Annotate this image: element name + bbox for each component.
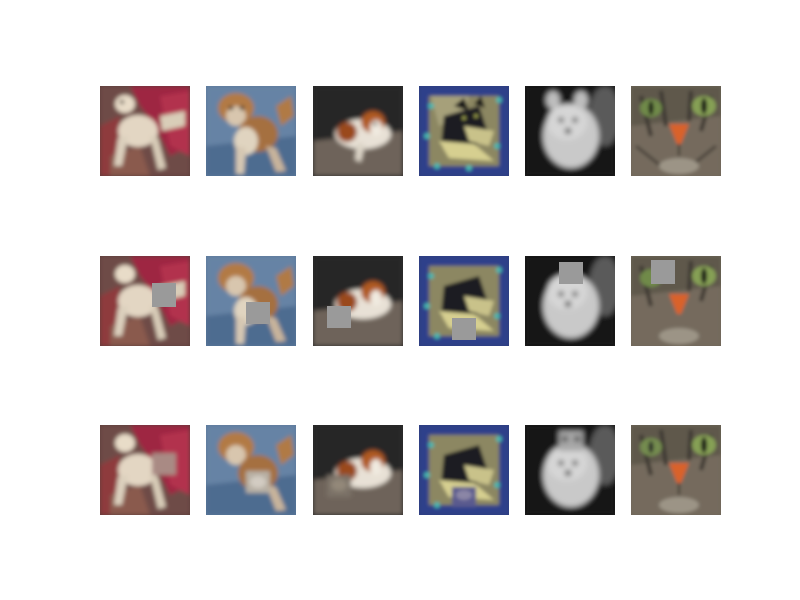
white-pomeranian-image bbox=[525, 86, 615, 176]
occlusion-patch bbox=[452, 318, 476, 340]
papillon-dark-occluded-image bbox=[313, 256, 403, 346]
tile-r3-c3 bbox=[313, 425, 403, 515]
black-cat-blue-frame-inpainted-image bbox=[419, 425, 509, 515]
tile-r2-c3 bbox=[313, 256, 403, 346]
chihuahua-blue-blanket-inpainted-image bbox=[206, 425, 296, 515]
tile-r2-c2 bbox=[206, 256, 296, 346]
tile-r1-c1 bbox=[100, 86, 190, 176]
white-pomeranian-inpainted-image bbox=[525, 425, 615, 515]
tabby-cat-closeup-image bbox=[631, 86, 721, 176]
chihuahua-red-chair-inpainted-image bbox=[100, 425, 190, 515]
papillon-dark-image bbox=[313, 86, 403, 176]
tile-r1-c3 bbox=[313, 86, 403, 176]
tile-r1-c6 bbox=[631, 86, 721, 176]
tile-r2-c5 bbox=[525, 256, 615, 346]
tile-r1-c5 bbox=[525, 86, 615, 176]
occlusion-patch bbox=[327, 306, 351, 328]
occlusion-patch bbox=[246, 302, 270, 324]
tile-r1-c4 bbox=[419, 86, 509, 176]
chihuahua-red-chair-occluded-image bbox=[100, 256, 190, 346]
chihuahua-blue-blanket-occluded-image bbox=[206, 256, 296, 346]
black-cat-blue-frame-image bbox=[419, 86, 509, 176]
tabby-cat-closeup-occluded-image bbox=[631, 256, 721, 346]
tile-r3-c5 bbox=[525, 425, 615, 515]
papillon-dark-inpainted-image bbox=[313, 425, 403, 515]
chihuahua-red-chair-image bbox=[100, 86, 190, 176]
occlusion-patch bbox=[559, 262, 583, 284]
tile-r3-c4 bbox=[419, 425, 509, 515]
tabby-cat-closeup-inpainted-image bbox=[631, 425, 721, 515]
black-cat-blue-frame-occluded-image bbox=[419, 256, 509, 346]
tile-r2-c6 bbox=[631, 256, 721, 346]
tile-r3-c2 bbox=[206, 425, 296, 515]
white-pomeranian-occluded-image bbox=[525, 256, 615, 346]
chihuahua-blue-blanket-image bbox=[206, 86, 296, 176]
tile-r1-c2 bbox=[206, 86, 296, 176]
tile-r2-c4 bbox=[419, 256, 509, 346]
tile-r3-c6 bbox=[631, 425, 721, 515]
tile-r3-c1 bbox=[100, 425, 190, 515]
occlusion-patch bbox=[651, 260, 675, 284]
tile-r2-c1 bbox=[100, 256, 190, 346]
occlusion-patch bbox=[152, 283, 176, 307]
